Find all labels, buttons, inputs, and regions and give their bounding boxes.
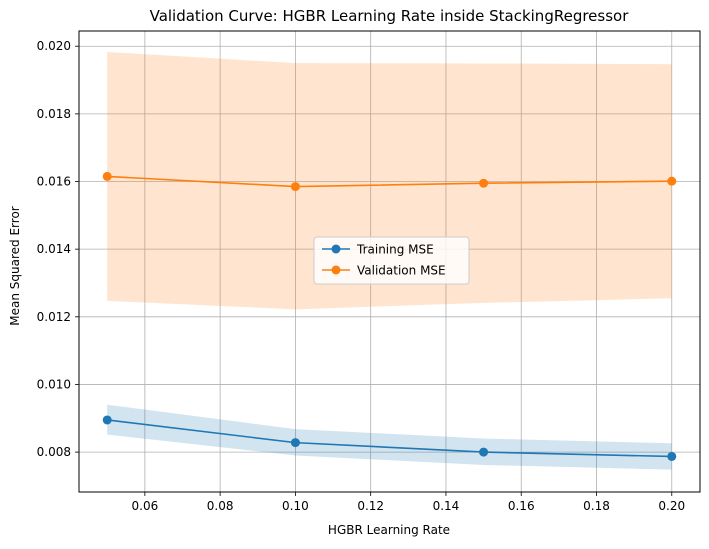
training-line [107, 419, 672, 458]
y-tick-label: 0.008 [37, 445, 71, 459]
x-tick-label: 0.08 [207, 499, 234, 513]
training-point [479, 447, 489, 457]
x-tick-label: 0.18 [583, 499, 610, 513]
training-point [667, 451, 677, 461]
validation-line [107, 175, 672, 188]
legend-box [313, 236, 470, 285]
y-tick-label: 0.014 [37, 242, 71, 256]
training-legend-label: Training MSE [356, 243, 434, 257]
chart-title: Validation Curve: HGBR Learning Rate ins… [150, 7, 630, 25]
training-legend-marker [331, 244, 341, 254]
training-point [290, 438, 300, 448]
y-axis-ticks: 0.008 0.010 0.012 0.014 0.016 0.018 0.020 [37, 39, 79, 459]
x-axis-label: HGBR Learning Rate [328, 523, 450, 537]
validation-point [290, 182, 300, 192]
x-tick-label: 0.20 [658, 499, 685, 513]
validation-std-band [107, 51, 672, 310]
x-tick-label: 0.06 [132, 499, 159, 513]
x-tick-label: 0.14 [433, 499, 460, 513]
x-tick-label: 0.12 [357, 499, 384, 513]
x-axis-ticks: 0.06 0.08 0.10 0.12 0.14 0.16 0.18 0.20 [132, 492, 685, 513]
series-points [102, 171, 677, 461]
validation-legend-marker [331, 265, 341, 275]
x-tick-label: 0.16 [508, 499, 535, 513]
legend: Training MSE Validation MSE [313, 236, 470, 285]
y-tick-label: 0.012 [37, 310, 71, 324]
series-lines [107, 175, 672, 458]
validation-legend-label: Validation MSE [357, 264, 446, 278]
legend-entries: Training MSE Validation MSE [322, 243, 446, 278]
y-tick-label: 0.018 [37, 107, 71, 121]
plot-frame [78, 30, 701, 493]
validation-point [479, 178, 489, 188]
y-tick-label: 0.010 [37, 377, 71, 391]
validation-point [102, 171, 112, 181]
x-tick-label: 0.10 [282, 499, 309, 513]
grid [79, 31, 700, 492]
validation-point [667, 176, 677, 186]
y-tick-label: 0.016 [37, 175, 71, 189]
y-axis-label: Mean Squared Error [8, 206, 22, 326]
training-point [102, 415, 112, 425]
y-tick-label: 0.020 [37, 39, 71, 53]
